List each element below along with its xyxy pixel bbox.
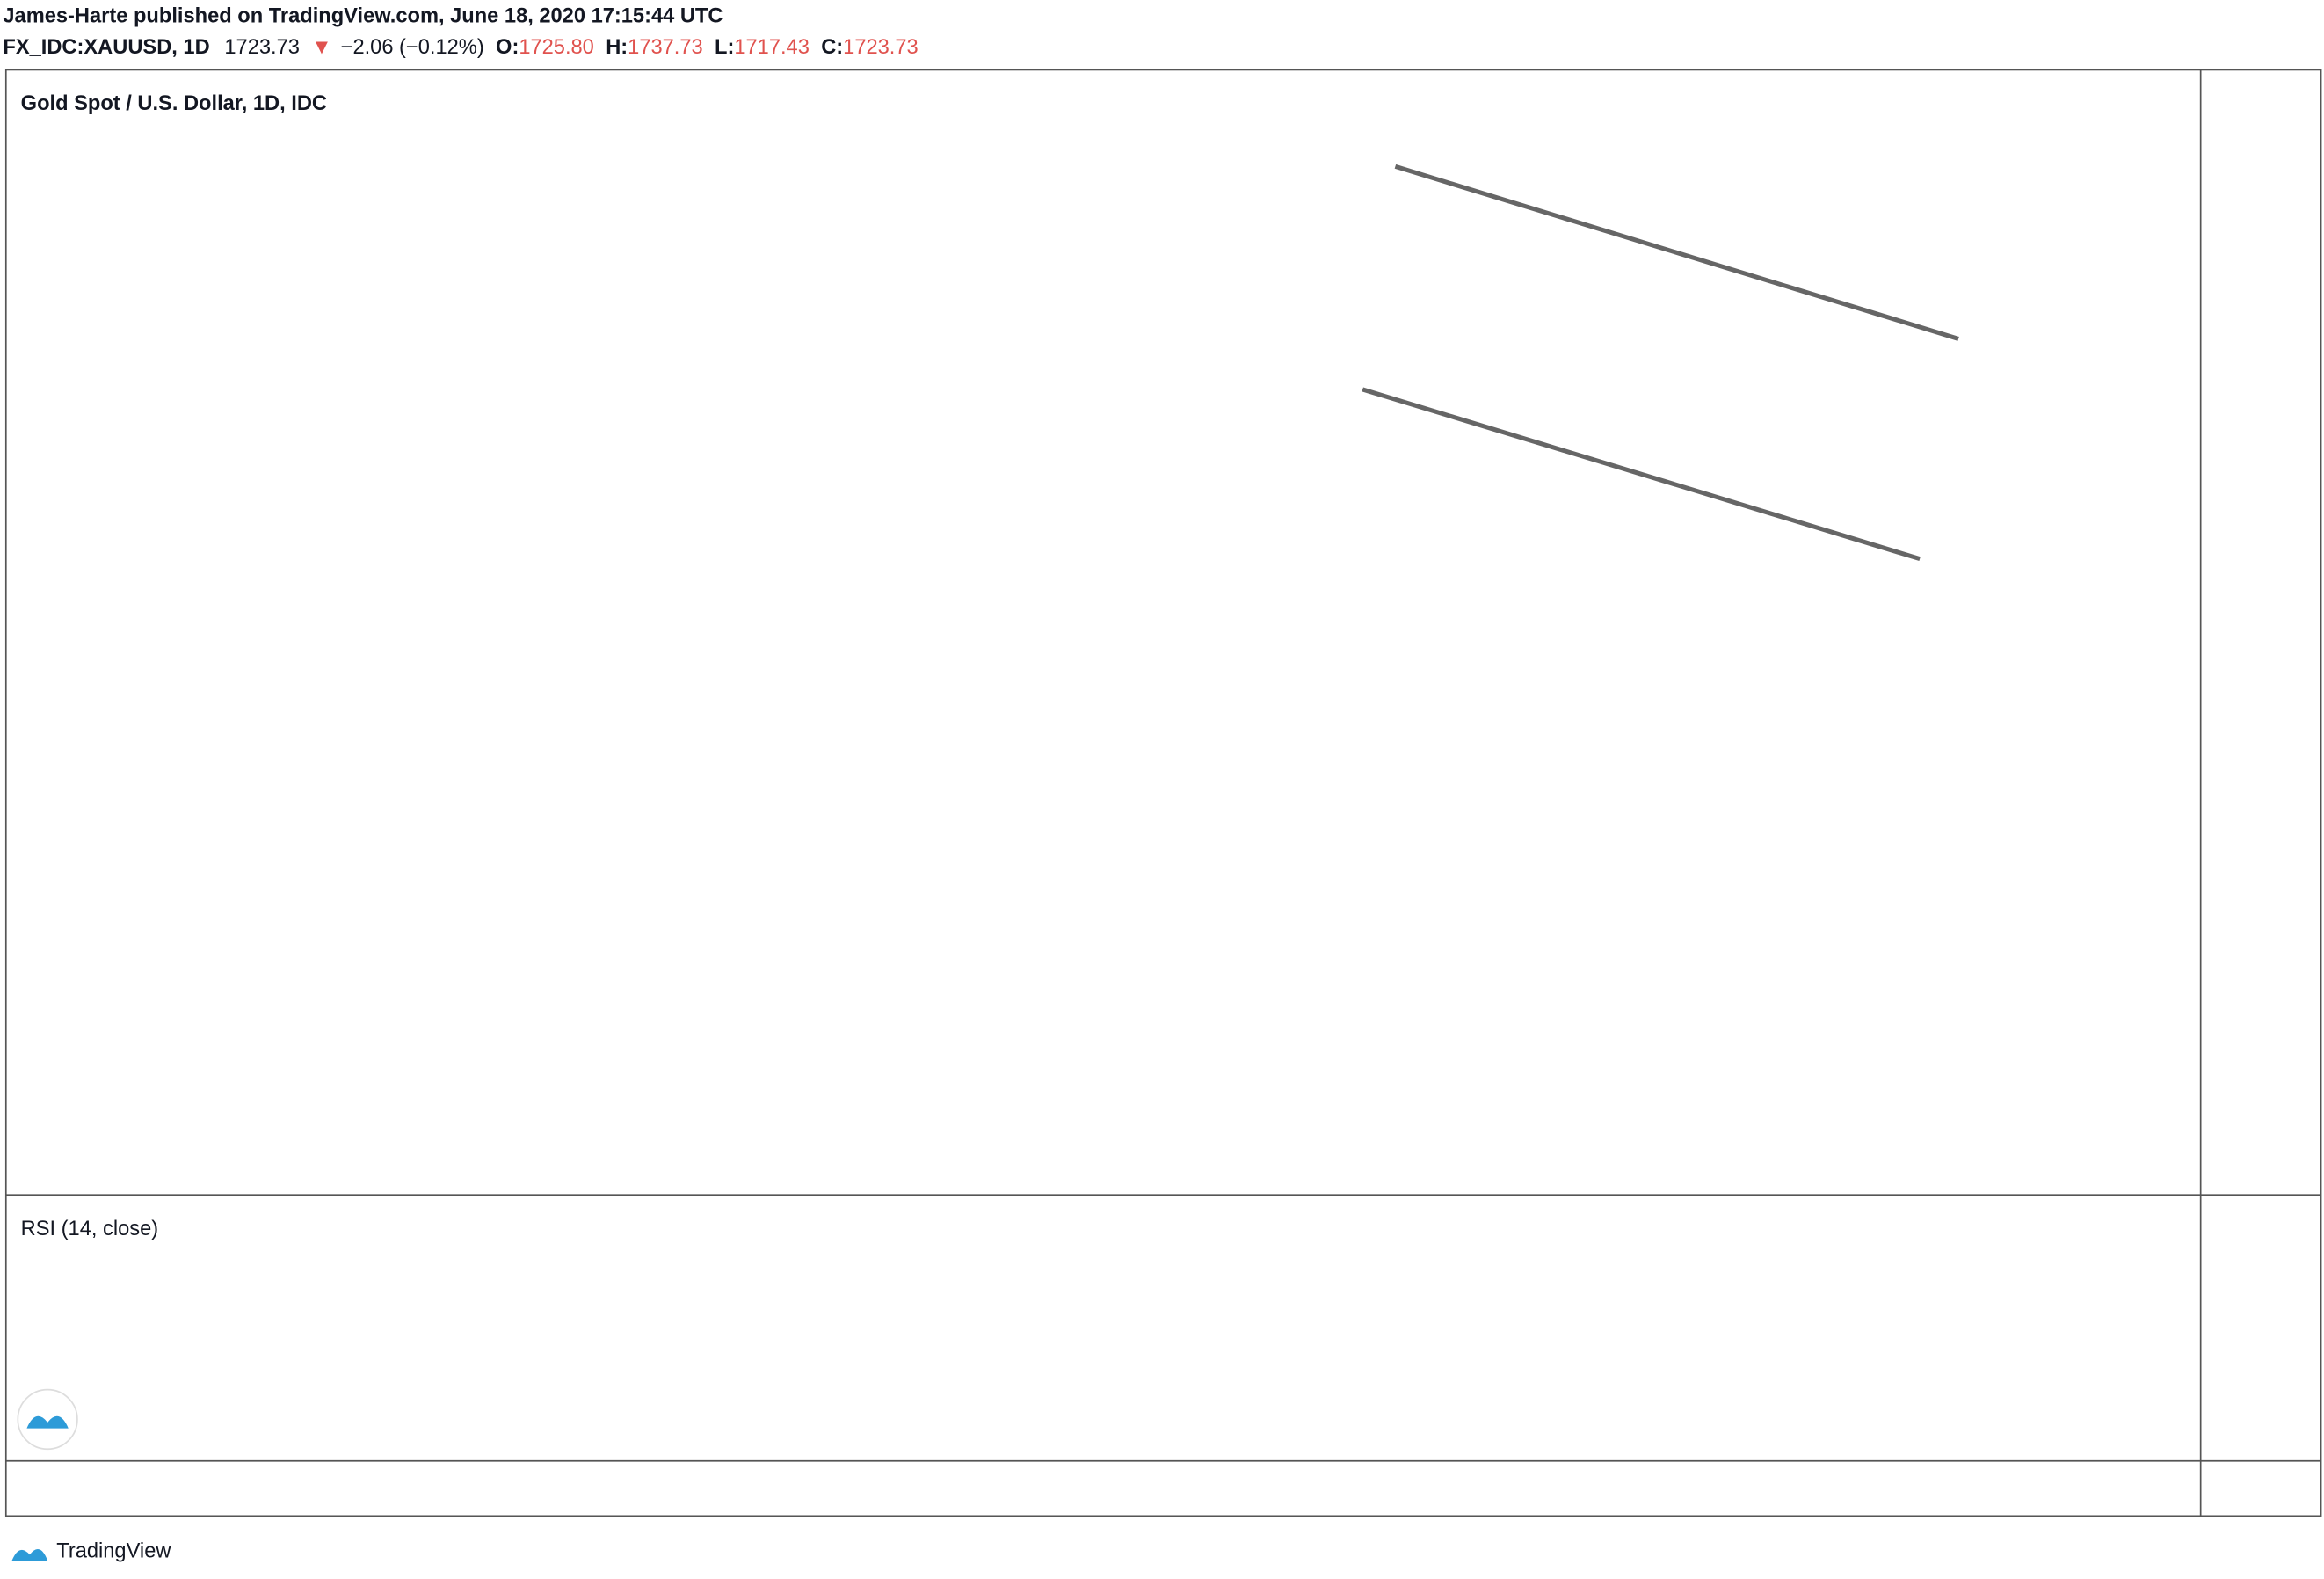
author-line: James-Harte published on TradingView.com…: [3, 4, 723, 27]
trend-line-lower: [1362, 387, 1921, 562]
rsi-title: RSI (14, close): [21, 1218, 158, 1241]
frame: [4, 69, 2322, 1517]
logo-cloud: [26, 1415, 69, 1429]
logo-badge: [17, 1388, 78, 1451]
price: 1723.73: [224, 36, 300, 59]
c-label: C:: [821, 36, 843, 59]
change: −2.06 (−0.12%): [341, 36, 484, 59]
symbol: FX_IDC:XAUUSD, 1D: [3, 36, 209, 59]
trend-line-upper: [1394, 164, 1959, 341]
symbol-line: FX_IDC:XAUUSD, 1D 1723.73 ▼ −2.06 (−0.12…: [3, 36, 918, 59]
footer-brand: TradingView: [56, 1540, 171, 1563]
arrow: ▼: [311, 36, 331, 59]
h-label: H:: [606, 36, 628, 59]
l-label: L:: [715, 36, 734, 59]
l-value: 1717.43: [734, 36, 810, 59]
o-value: 1725.80: [519, 36, 594, 59]
pane-title: Gold Spot / U.S. Dollar, 1D, IDC: [21, 92, 327, 115]
footer-logo: [11, 1549, 48, 1561]
logo-circle: [17, 1388, 78, 1451]
o-label: O:: [496, 36, 519, 59]
c-value: 1723.73: [843, 36, 919, 59]
h-value: 1737.73: [628, 36, 703, 59]
